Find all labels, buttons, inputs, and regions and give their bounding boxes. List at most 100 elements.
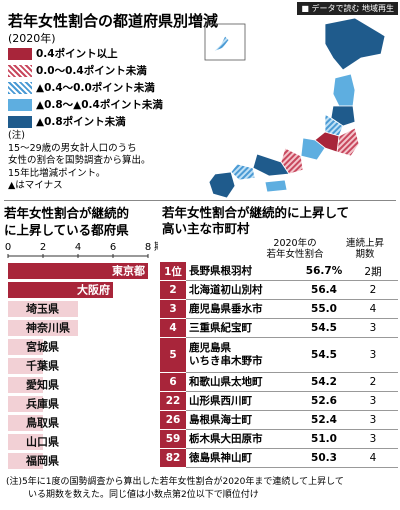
bar-label: 神奈川県 (26, 321, 70, 335)
bar-label: 鳥取県 (26, 416, 59, 430)
bar (8, 320, 78, 336)
x-tick-label: 8 (145, 242, 151, 253)
rank: 5 (160, 338, 186, 373)
ratio: 55.0 (311, 303, 337, 315)
x-unit: 期 (154, 241, 158, 253)
legend-swatch (8, 64, 32, 77)
footnote: (注)5年に1度の国勢調査から算出した若年女性割合が2020年まで連続して上昇し… (6, 476, 344, 502)
bar (8, 453, 43, 469)
note-line: 女性の割合を国勢調査から算出。 (8, 155, 151, 166)
bar (8, 434, 43, 450)
legend-label: ▲0.8ポイント未満 (36, 116, 126, 128)
name-line: 栃木県大田原市 (189, 432, 263, 445)
bar-label: 福岡県 (25, 454, 59, 468)
chart-title: 若年女性割合が継続的 (3, 206, 129, 221)
column-header-line: 2020年の (273, 238, 317, 249)
name-line: 北海道初山別村 (189, 283, 263, 296)
table-row: 4 三重県紀宝町 54.5 3 (160, 319, 398, 338)
ratio: 54.5 (311, 349, 337, 361)
bar-label: 埼玉県 (26, 302, 59, 316)
rank: 2 (160, 281, 186, 300)
rank: 1位 (160, 262, 186, 281)
column-header: 2020年の 若年女性割合 (260, 238, 330, 260)
note-line: ▲はマイナス (8, 180, 63, 191)
table-row: 1位 長野県根羽村 56.7% 2期 (160, 262, 398, 281)
name: 山形県西川町 (186, 392, 299, 410)
bar (8, 301, 78, 317)
name: 鹿児島県 いちき串木野市 (186, 338, 299, 372)
ratio: 54.5 (311, 322, 337, 334)
rank: 59 (160, 430, 186, 449)
periods: 3 (369, 395, 377, 407)
periods: 3 (369, 414, 377, 426)
map-title: 若年女性割合の都道府県別増減 (8, 12, 219, 30)
name: 徳島県神山町 (186, 449, 299, 467)
table-row: 26 島根県海士町 52.4 3 (160, 411, 398, 430)
name: 島根県海士町 (186, 411, 299, 429)
x-tick-label: 6 (110, 242, 116, 253)
bar-label: 愛知県 (26, 378, 59, 392)
bar (8, 339, 43, 355)
legend-swatch (8, 47, 32, 60)
table-header: 2020年の 若年女性割合 連続上昇 期数 (260, 238, 400, 260)
table-row: 5 鹿児島県 いちき串木野市 54.5 3 (160, 338, 398, 373)
name-line: 長野県根羽村 (189, 264, 252, 277)
note-line: 15年比増減ポイント。 (8, 167, 106, 179)
legend-item: 0.4ポイント以上 (8, 46, 163, 61)
bar-label: 大阪府 (77, 283, 110, 297)
map-subtitle: (2020年) (8, 32, 56, 45)
bar (8, 377, 43, 393)
name-line: 島根県海士町 (189, 413, 252, 426)
ratio: 56.4 (311, 284, 337, 296)
bar (8, 415, 43, 431)
x-tick-label: 2 (40, 242, 46, 253)
legend-item: 0.0～0.4ポイント未満 (8, 63, 163, 78)
periods: 2期 (364, 265, 382, 278)
periods: 3 (369, 433, 377, 445)
table-row: 6 和歌山県太地町 54.2 2 (160, 373, 398, 392)
name-line: 徳島県神山町 (189, 451, 252, 464)
map (204, 17, 386, 199)
periods: 3 (369, 322, 377, 334)
map-shapes (204, 17, 386, 199)
rank: 4 (160, 319, 186, 338)
bar-label: 東京都 (112, 264, 145, 278)
legend-item: ▲0.8ポイント未満 (8, 114, 163, 129)
x-tick-label: 0 (5, 242, 11, 253)
periods: 4 (369, 452, 377, 464)
table-title-line: 高い主な市町村 (162, 221, 250, 236)
bar (8, 263, 148, 279)
legend-item: ▲0.8～▲0.4ポイント未満 (8, 97, 163, 112)
footnote-line: いる期数を数えた。同じ値は小数点第2位以下で順位付け (28, 490, 259, 500)
periods: 2 (369, 284, 377, 296)
ratio: 51.0 (311, 433, 337, 445)
name: 三重県紀宝町 (186, 319, 299, 337)
ratio: 52.4 (311, 414, 337, 426)
name-line: 鹿児島県垂水市 (189, 302, 263, 315)
rank: 22 (160, 392, 186, 411)
column-header-line: 連続上昇 (345, 238, 384, 249)
rank: 3 (160, 300, 186, 319)
column-header-line: 若年女性割合 (266, 249, 324, 260)
table-row: 2 北海道初山別村 56.4 2 (160, 281, 398, 300)
legend-swatch (8, 98, 32, 111)
ratio: 56.7% (305, 265, 343, 277)
legend-item: ▲0.4～0.0ポイント未満 (8, 80, 163, 95)
column-header-line: 期数 (355, 249, 375, 260)
name-line: 和歌山県太地町 (189, 375, 263, 388)
note: (注) 15～29歳の男女計人口のうち 女性の割合を国勢調査から算出。 15年比増減ポ… (8, 130, 151, 193)
bar (8, 358, 43, 374)
name: 栃木県大田原市 (186, 430, 299, 448)
bar-label: 宮城県 (26, 340, 59, 354)
name-line: 山形県西川町 (189, 394, 252, 407)
table-title: 若年女性割合が継続的に上昇して 高い主な市町村 (162, 205, 349, 237)
table-title-line: 若年女性割合が継続的に上昇して (162, 205, 350, 220)
legend-label: ▲0.8～▲0.4ポイント未満 (36, 99, 163, 111)
bar-label: 千葉県 (26, 359, 59, 373)
name: 長野県根羽村 (186, 262, 299, 280)
legend-swatch (8, 115, 32, 128)
legend: 0.4ポイント以上 0.0～0.4ポイント未満 ▲0.4～0.0ポイント未満 ▲0.8… (8, 46, 163, 131)
bar (8, 282, 113, 298)
